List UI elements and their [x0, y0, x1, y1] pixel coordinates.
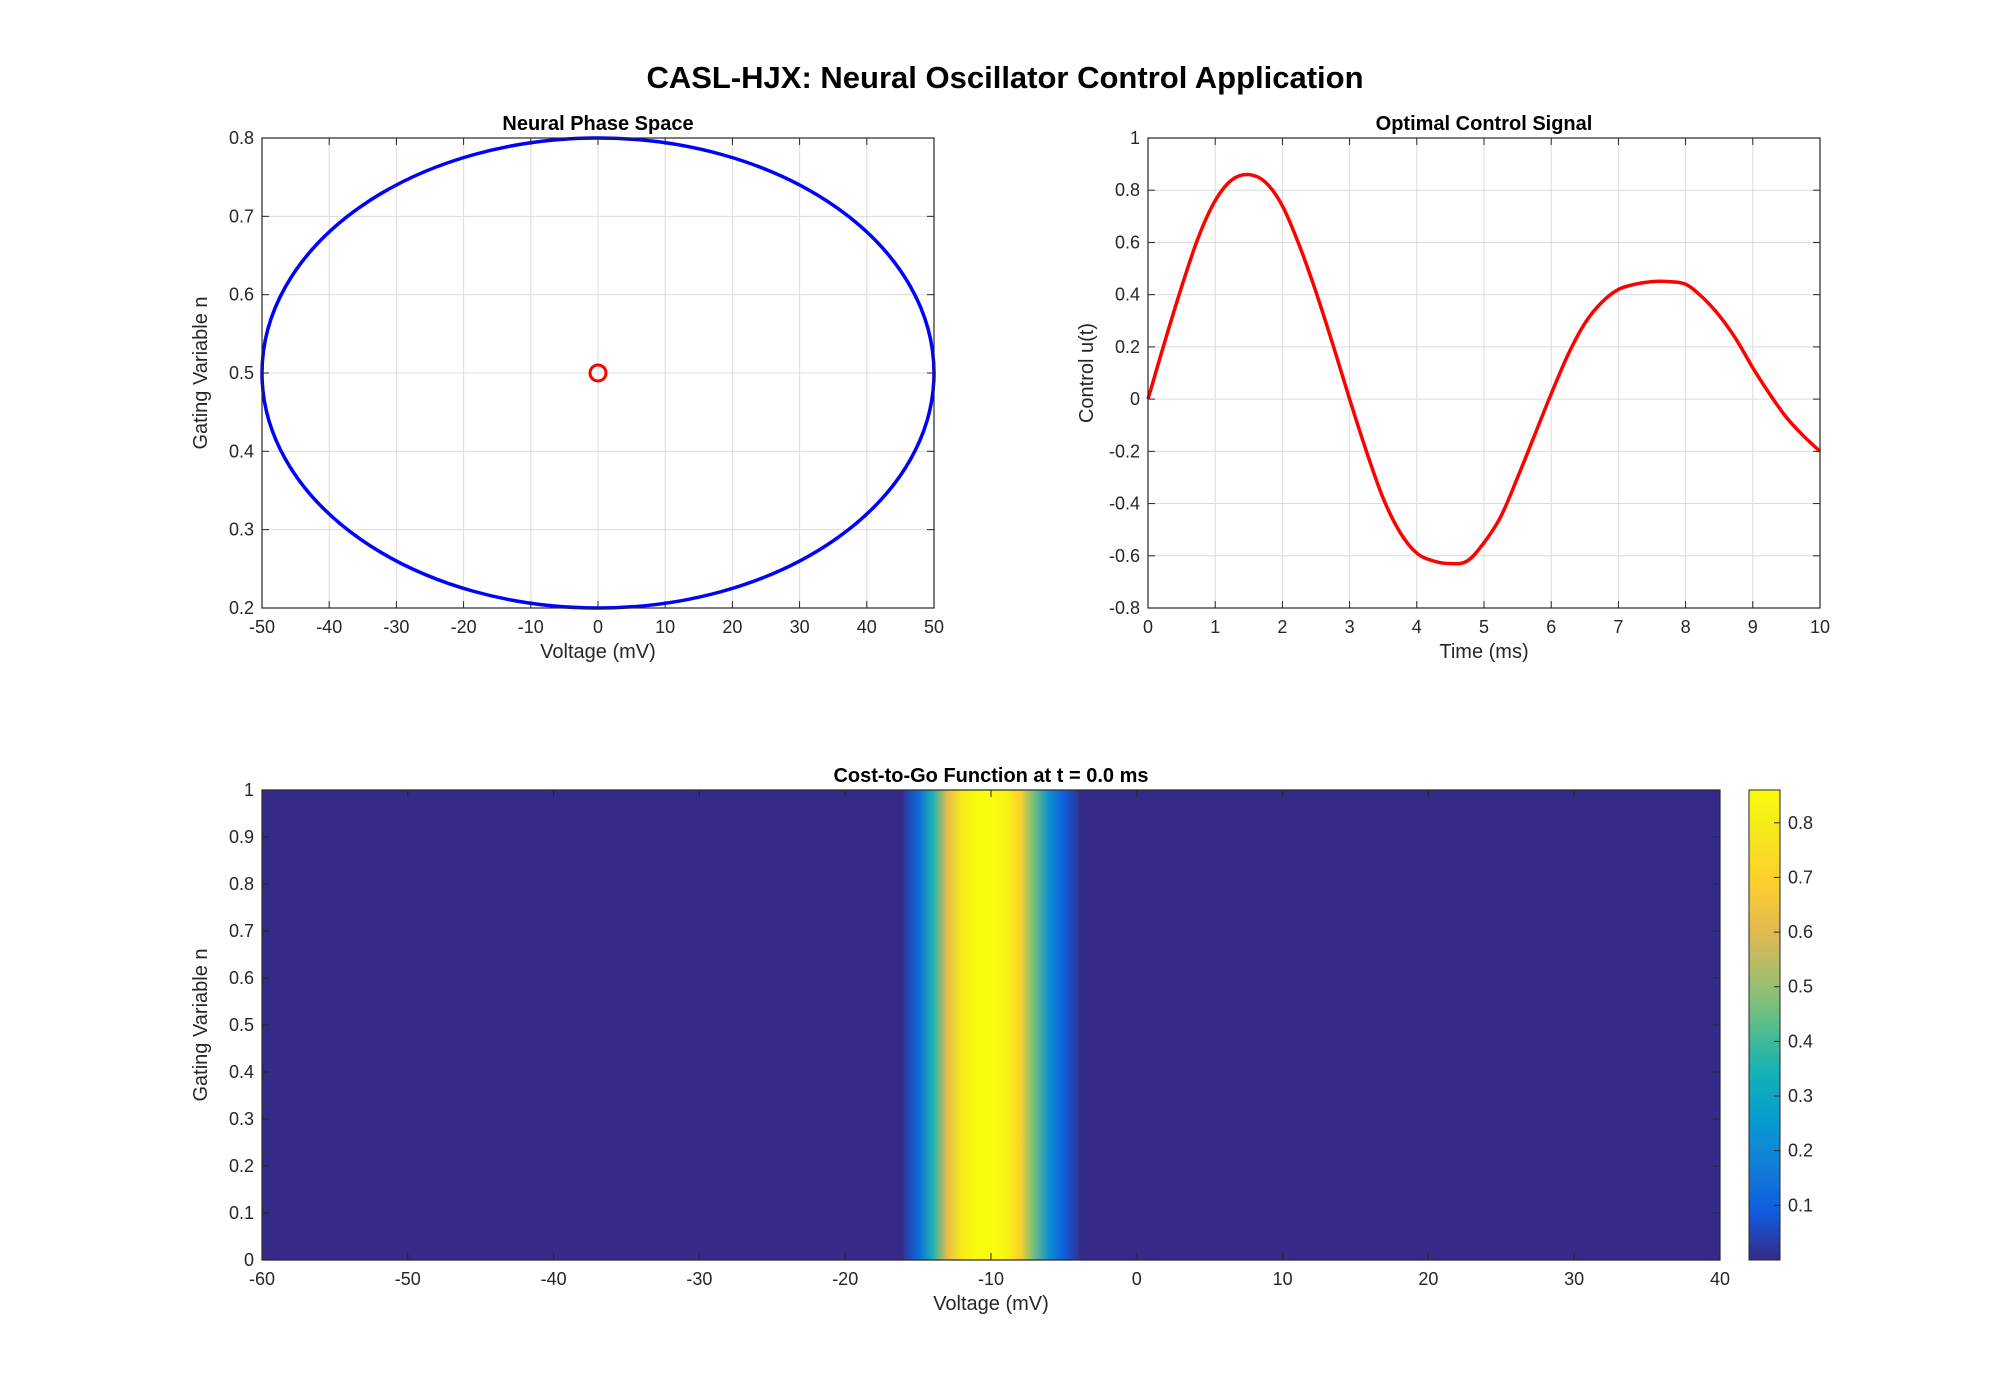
phase-y-tick-label: 0.4 [229, 441, 254, 461]
control-y-tick-label: 0.4 [1115, 285, 1140, 305]
control-control-signal-line [1146, 172, 1822, 566]
cost-y-tick-label: 0.8 [229, 874, 254, 894]
phase-y-tick-label: 0.8 [229, 128, 254, 148]
control-x-tick-label: 1 [1210, 617, 1220, 637]
cost-x-tick-label: -30 [686, 1269, 712, 1289]
phase-x-tick-label: 30 [790, 617, 810, 637]
control-x-tick-label: 10 [1810, 617, 1830, 637]
charts-container: -50 -40 -30 -20 -10 0 10 20 30 40 500.20.30.40.50.… [190, 113, 1830, 1315]
control-y-axis-label: Control u(t) [1076, 323, 1098, 423]
figure-title: CASL-HJX: Neural Oscillator Control Appl… [646, 60, 1363, 95]
cost-x-tick-label: 0 [1132, 1269, 1142, 1289]
cost-colorbar: 0.1 0.2 0.3 0.4 0.5 0.6 0.7 0.8 [1748, 789, 1813, 1261]
chart-control: 0 1 2 3 4 5 6 7 8 9 10 -0.8 -0.6 -0.4 -0.2 0 0.2 0.4 0.6 0.… [1076, 113, 1830, 663]
control-y-tick-label: 0.8 [1115, 180, 1140, 200]
cost-x-tick-label: -60 [249, 1269, 275, 1289]
phase-y-tick-label: 0.7 [229, 206, 254, 226]
phase-x-tick-label: -20 [451, 617, 477, 637]
cost-colorbar-gradient [1748, 789, 1781, 1261]
cost-y-tick-label: 0.9 [229, 827, 254, 847]
cost-x-tick-label: 40 [1710, 1269, 1730, 1289]
control-x-tick-label: 0 [1143, 617, 1153, 637]
control-y-tick-label: 0 [1130, 389, 1140, 409]
control-x-tick-label: 2 [1277, 617, 1287, 637]
cost-y-tick-label: 0.6 [229, 968, 254, 988]
cost-colorbar-tick-label: 0.7 [1788, 867, 1813, 887]
cost-title: Cost-to-Go Function at t = 0.0 ms [833, 765, 1148, 787]
control-x-tick-label: 9 [1748, 617, 1758, 637]
phase-x-tick-label: 50 [924, 617, 944, 637]
cost-x-tick-label: -50 [395, 1269, 421, 1289]
control-y-tick-label: 0.2 [1115, 337, 1140, 357]
control-y-tick-label: -0.8 [1109, 598, 1140, 618]
phase-x-tick-label: -10 [518, 617, 544, 637]
cost-y-tick-label: 0.2 [229, 1156, 254, 1176]
control-x-tick-label: 5 [1479, 617, 1489, 637]
control-y-tick-label: -0.2 [1109, 441, 1140, 461]
control-y-tick-label: 1 [1130, 128, 1140, 148]
phase-x-tick-label: -40 [316, 617, 342, 637]
cost-x-tick-label: -10 [978, 1269, 1004, 1289]
cost-x-tick-label: 20 [1418, 1269, 1438, 1289]
cost-colorbar-tick-label: 0.3 [1788, 1086, 1813, 1106]
cost-colorbar-tick-label: 0.6 [1788, 922, 1813, 942]
cost-y-tick-label: 0.7 [229, 921, 254, 941]
phase-y-tick-label: 0.5 [229, 363, 254, 383]
control-y-tick-label: 0.6 [1115, 232, 1140, 252]
control-x-axis-label: Time (ms) [1439, 641, 1528, 663]
cost-x-tick-label: -40 [541, 1269, 567, 1289]
control-y-tick-label: -0.4 [1109, 494, 1140, 514]
phase-y-axis-label: Gating Variable n [190, 296, 212, 449]
cost-y-tick-label: 0.4 [229, 1062, 254, 1082]
cost-heatmap-band [903, 790, 1079, 1260]
cost-y-tick-label: 1 [244, 780, 254, 800]
control-x-tick-label: 6 [1546, 617, 1556, 637]
phase-marker-point [588, 363, 608, 383]
cost-y-tick-label: 0.3 [229, 1109, 254, 1129]
phase-title: Neural Phase Space [502, 113, 693, 135]
phase-x-tick-label: 0 [593, 617, 603, 637]
cost-colorbar-tick-label: 0.1 [1788, 1195, 1813, 1215]
control-x-tick-label: 7 [1613, 617, 1623, 637]
cost-colorbar-tick-label: 0.8 [1788, 813, 1813, 833]
cost-y-tick-label: 0.1 [229, 1203, 254, 1223]
phase-x-tick-label: 40 [857, 617, 877, 637]
cost-colorbar-tick-label: 0.5 [1788, 977, 1813, 997]
phase-y-tick-label: 0.6 [229, 285, 254, 305]
cost-x-tick-label: -20 [832, 1269, 858, 1289]
chart-phase: -50 -40 -30 -20 -10 0 10 20 30 40 50 0.2 0.3 0.4 0.5 0.… [190, 113, 944, 663]
cost-y-tick-label: 0 [244, 1250, 254, 1270]
phase-y-tick-label: 0.2 [229, 598, 254, 618]
cost-y-tick-label: 0.5 [229, 1015, 254, 1035]
control-title: Optimal Control Signal [1376, 113, 1593, 135]
phase-x-tick-label: 20 [722, 617, 742, 637]
phase-x-tick-label: -50 [249, 617, 275, 637]
control-x-tick-label: 4 [1412, 617, 1422, 637]
cost-y-axis-label: Gating Variable n [190, 948, 212, 1101]
control-x-tick-label: 8 [1681, 617, 1691, 637]
cost-x-tick-label: 10 [1273, 1269, 1293, 1289]
cost-x-axis-label: Voltage (mV) [933, 1293, 1049, 1315]
phase-x-tick-label: -30 [383, 617, 409, 637]
phase-y-tick-label: 0.3 [229, 520, 254, 540]
cost-x-tick-label: 30 [1564, 1269, 1584, 1289]
phase-x-axis-label: Voltage (mV) [540, 641, 656, 663]
control-x-tick-label: 3 [1345, 617, 1355, 637]
chart-cost: -60 -50 -40 -30 -20 -10 0 10 20 30 40 0 0.1 0.2 0.3 0.4… [190, 765, 1730, 1315]
cost-colorbar-tick-label: 0.2 [1788, 1141, 1813, 1161]
phase-x-tick-label: 10 [655, 617, 675, 637]
control-y-tick-label: -0.6 [1109, 546, 1140, 566]
cost-colorbar-tick-label: 0.4 [1788, 1031, 1813, 1051]
